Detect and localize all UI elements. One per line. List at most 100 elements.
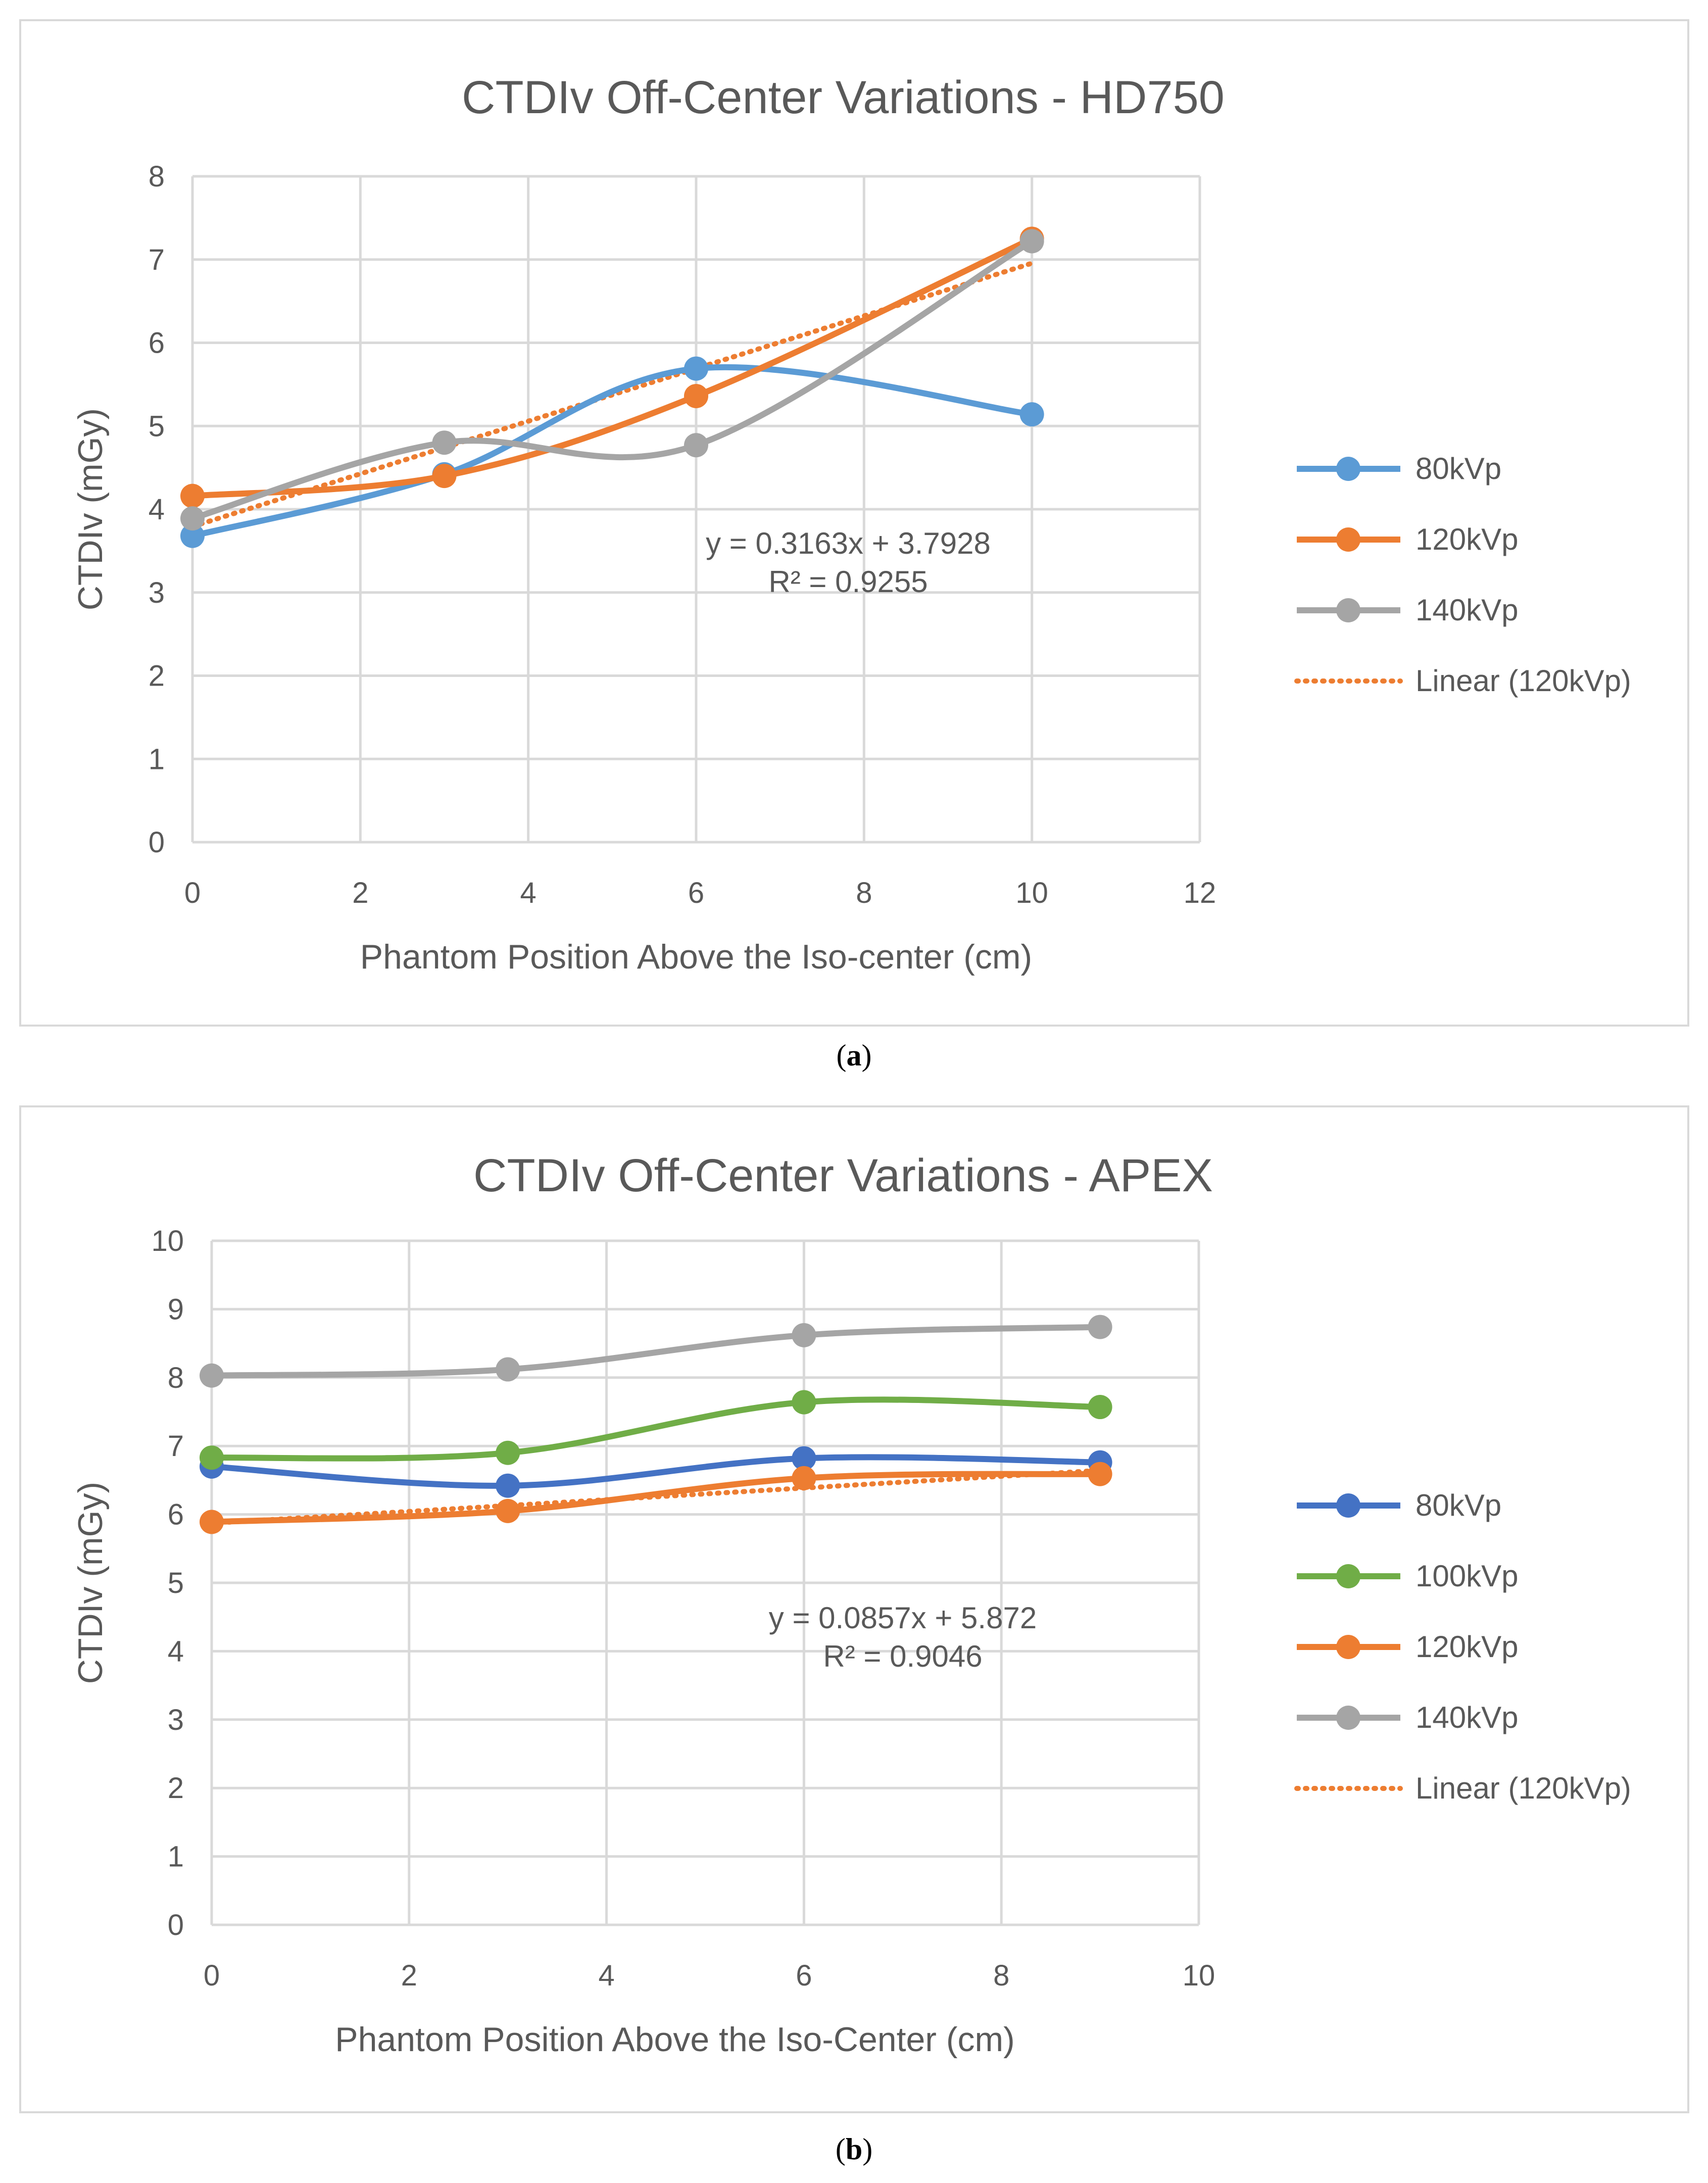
y-tick-label: 0 — [168, 1909, 184, 1942]
data-point — [684, 383, 708, 408]
legend-item: 120kVp — [1297, 522, 1519, 556]
series-120kvp — [200, 1462, 1112, 1534]
x-tick-label: 8 — [993, 1959, 1009, 1992]
gridlines — [191, 175, 1201, 844]
chart-panel-b: CTDIv Off-Center Variations - APEX 0 1 2 3 4 5… — [19, 1105, 1689, 2113]
y-tick-label: 1 — [149, 743, 165, 775]
series-line — [209, 1454, 1103, 1489]
series-140kvp — [180, 229, 1044, 531]
legend-marker — [1336, 1635, 1360, 1659]
series-line — [209, 1396, 1103, 1462]
legend-item: Linear (120kVp) — [1294, 1771, 1631, 1805]
legend-label: 120kVp — [1416, 522, 1519, 556]
legend-label: 100kVp — [1416, 1559, 1519, 1593]
legend: 80kVp 100kVp 120kVp 140kVp Linear (120kVp) — [1294, 1488, 1631, 1805]
data-point — [496, 1357, 520, 1382]
y-tick-label: 3 — [149, 576, 165, 609]
legend-marker — [1336, 1706, 1360, 1730]
legend-item: 80kVp — [1297, 1488, 1501, 1522]
data-point — [180, 523, 205, 548]
y-tick-label: 3 — [168, 1704, 184, 1736]
y-tick-label: 5 — [168, 1567, 184, 1599]
y-tick-label: 0 — [149, 826, 165, 859]
data-point — [1088, 1462, 1112, 1486]
x-tick-label: 2 — [352, 877, 368, 909]
data-point — [792, 1446, 816, 1471]
legend-marker — [1336, 457, 1360, 481]
legend-item: 140kVp — [1297, 593, 1519, 627]
chart-panel-a: CTDIv Off-Center Variations - HD750 0 1 2 3 4… — [19, 19, 1689, 1027]
data-point — [792, 1466, 816, 1490]
trendline-r2: R² = 0.9255 — [768, 565, 928, 599]
y-tick-label: 8 — [149, 160, 165, 193]
data-point — [496, 1440, 520, 1465]
x-tick-label: 6 — [796, 1959, 812, 1992]
y-tick-label: 9 — [168, 1293, 184, 1326]
legend-label: 140kVp — [1416, 593, 1519, 627]
legend-item: 80kVp — [1297, 452, 1501, 486]
legend-item: 100kVp — [1297, 1559, 1519, 1593]
data-point — [180, 506, 205, 531]
x-tick-label: 6 — [688, 877, 704, 909]
gridlines — [210, 1239, 1200, 1926]
y-tick-label: 2 — [149, 660, 165, 693]
legend-item: 120kVp — [1297, 1630, 1519, 1664]
y-tick-label: 2 — [168, 1772, 184, 1805]
legend-label: 80kVp — [1416, 452, 1501, 486]
series-line — [189, 364, 1035, 539]
series-line — [209, 1324, 1103, 1379]
trendline-equation: y = 0.0857x + 5.872 — [769, 1601, 1037, 1635]
data-point — [1019, 229, 1044, 254]
legend-label: 120kVp — [1416, 1630, 1519, 1664]
legend-marker — [1336, 598, 1360, 622]
y-tick-label: 6 — [168, 1498, 184, 1531]
x-axis-label: Phantom Position Above the Iso-Center (c… — [335, 2020, 1015, 2059]
y-axis-label: CTDIv (mGy) — [71, 1482, 110, 1684]
data-point — [200, 1510, 224, 1534]
y-tick-label: 7 — [168, 1430, 184, 1463]
series-120kvp — [180, 226, 1044, 508]
chart-title: CTDIv Off-Center Variations - APEX — [473, 1150, 1213, 1201]
y-tick-label: 8 — [168, 1362, 184, 1394]
data-point — [792, 1390, 816, 1415]
data-point — [180, 483, 205, 508]
legend-label: 140kVp — [1416, 1701, 1519, 1734]
y-tick-label: 5 — [149, 410, 165, 443]
series-140kvp — [200, 1315, 1112, 1388]
series-line — [209, 1471, 1103, 1525]
x-tick-label: 10 — [1183, 1959, 1215, 1992]
data-point — [1019, 402, 1044, 427]
y-tick-label: 10 — [151, 1225, 184, 1257]
y-tick-label: 7 — [149, 244, 165, 276]
legend-label: Linear (120kVp) — [1416, 1771, 1631, 1805]
legend-item: Linear (120kVp) — [1294, 664, 1631, 698]
chart-hd750: CTDIv Off-Center Variations - HD75001234… — [71, 72, 1631, 976]
x-tick-label: 0 — [184, 877, 201, 909]
data-point — [1088, 1395, 1112, 1420]
y-tick-label: 4 — [168, 1635, 184, 1668]
legend: 80kVp 120kVp 140kVp Linear (120kVp) — [1294, 452, 1631, 698]
x-axis-label: Phantom Position Above the Iso-center (c… — [360, 938, 1032, 976]
trendline-r2: R² = 0.9046 — [823, 1639, 982, 1673]
caption-b: (b) — [835, 2132, 873, 2166]
chart-apex: CTDIv Off-Center Variations - APEX 0 1 2 3 4 5… — [71, 1150, 1631, 2059]
data-point — [496, 1473, 520, 1498]
y-tick-label: 1 — [168, 1840, 184, 1873]
series-100kvp — [200, 1390, 1112, 1470]
legend-item: 140kVp — [1297, 1701, 1519, 1734]
legend-marker — [1336, 527, 1360, 552]
trendline-equation: y = 0.3163x + 3.7928 — [706, 526, 991, 560]
x-tick-label: 12 — [1184, 877, 1216, 909]
caption-a: (a) — [836, 1039, 872, 1072]
x-tick-label: 2 — [401, 1959, 417, 1992]
data-point — [684, 356, 708, 381]
legend-label: Linear (120kVp) — [1416, 664, 1631, 698]
y-tick-label: 6 — [149, 327, 165, 360]
legend-label: 80kVp — [1416, 1488, 1501, 1522]
x-tick-label: 8 — [856, 877, 872, 909]
chart-title: CTDIv Off-Center Variations - HD750 — [462, 72, 1225, 123]
series-80kvp — [180, 356, 1044, 548]
data-point — [200, 1445, 224, 1470]
y-tick-label: 4 — [149, 493, 165, 526]
data-point — [496, 1498, 520, 1523]
